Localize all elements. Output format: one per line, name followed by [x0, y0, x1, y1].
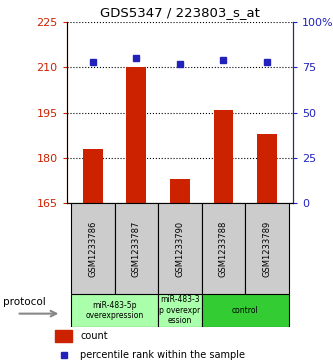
Bar [158, 203, 201, 294]
Text: GSM1233786: GSM1233786 [88, 220, 97, 277]
Text: protocol: protocol [3, 297, 46, 307]
Text: count: count [80, 331, 108, 341]
Bar [257, 134, 277, 203]
Text: GSM1233788: GSM1233788 [219, 220, 228, 277]
Text: GSM1233789: GSM1233789 [262, 221, 271, 277]
Bar [158, 294, 201, 327]
Bar [127, 67, 146, 203]
Text: GSM1233790: GSM1233790 [175, 221, 184, 277]
Text: control: control [232, 306, 258, 315]
Bar [245, 203, 289, 294]
Bar [56, 330, 72, 342]
Bar [201, 294, 289, 327]
Bar [201, 203, 245, 294]
Bar [71, 294, 158, 327]
Bar [213, 110, 233, 203]
Bar [83, 149, 103, 203]
Text: percentile rank within the sample: percentile rank within the sample [80, 350, 245, 360]
Text: miR-483-5p
overexpression: miR-483-5p overexpression [85, 301, 144, 320]
Text: GSM1233787: GSM1233787 [132, 220, 141, 277]
Bar [71, 203, 115, 294]
Text: miR-483-3
p overexpr
ession: miR-483-3 p overexpr ession [159, 295, 200, 325]
Bar [170, 179, 189, 203]
Bar [115, 203, 158, 294]
Title: GDS5347 / 223803_s_at: GDS5347 / 223803_s_at [100, 6, 260, 19]
